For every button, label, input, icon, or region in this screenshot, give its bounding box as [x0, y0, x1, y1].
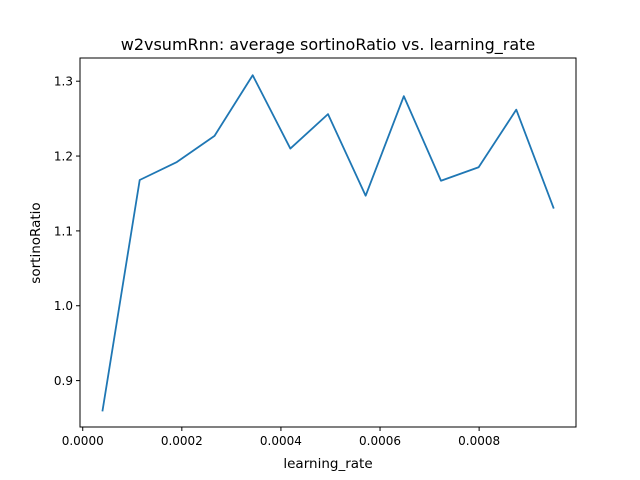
x-tick-label: 0.0000	[62, 434, 104, 448]
x-tick-label: 0.0006	[359, 434, 401, 448]
y-axis-label: sortinoRatio	[28, 202, 44, 283]
x-tick-label: 0.0002	[161, 434, 203, 448]
x-axis-ticks: 0.0000 0.0002 0.0004 0.0006 0.0008	[62, 427, 500, 448]
x-tick-label: 0.0004	[260, 434, 302, 448]
x-tick-label: 0.0008	[458, 434, 500, 448]
x-axis-label: learning_rate	[283, 456, 372, 472]
y-tick-label: 1.3	[54, 75, 73, 89]
plot-frame	[79, 57, 577, 428]
chart-title: w2vsumRnn: average sortinoRatio vs. lear…	[121, 35, 536, 55]
y-tick-label: 1.2	[54, 150, 73, 164]
y-axis-ticks: 0.9 1.0 1.1 1.2 1.3	[54, 75, 80, 388]
series-layer	[101, 74, 555, 412]
series-line	[101, 74, 555, 412]
y-tick-label: 1.1	[54, 224, 73, 238]
y-tick-label: 1.0	[54, 299, 73, 313]
y-tick-label: 0.9	[54, 374, 73, 388]
